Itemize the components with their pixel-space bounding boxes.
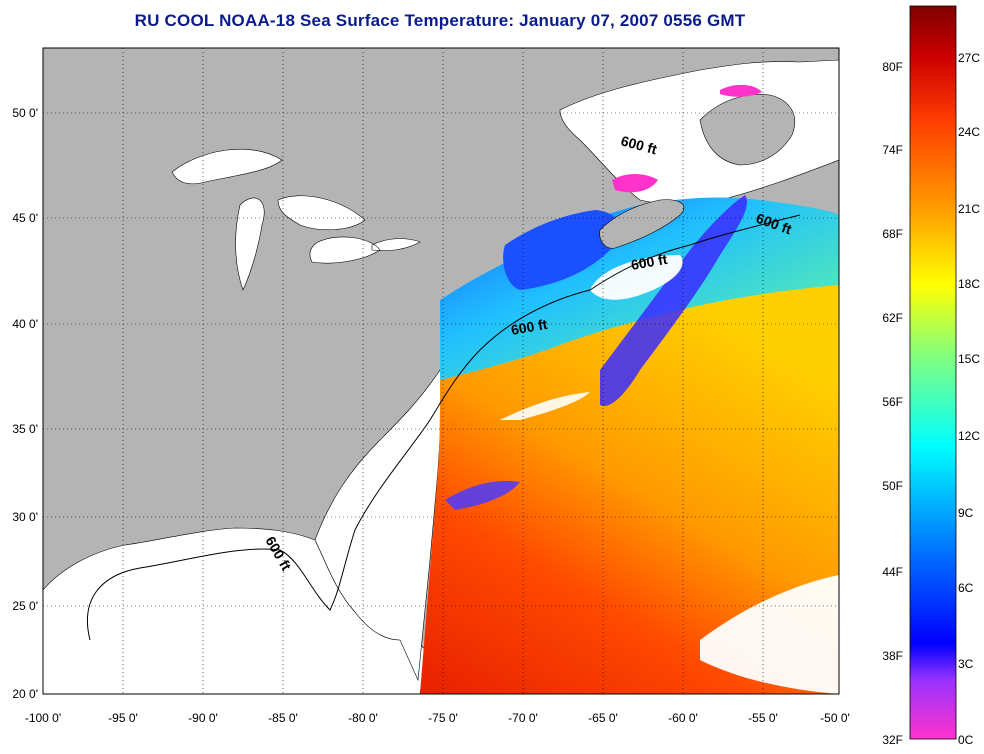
colorbar-c-label: 15C	[958, 352, 980, 366]
colorbar	[909, 5, 957, 740]
lat-tick-label: 30 0'	[12, 510, 38, 524]
lat-tick-label: 40 0'	[12, 317, 38, 331]
contour-label: 600 ft	[630, 251, 669, 273]
longitude-axis: -100 0' -95 0' -90 0' -85 0' -80 0' -75 …	[25, 711, 850, 725]
colorbar-c-label: 6C	[958, 581, 974, 595]
cloud-patch-southeast	[700, 575, 839, 694]
lon-tick-label: -50 0'	[820, 711, 850, 725]
great-lakes	[171, 149, 421, 291]
colorbar-c-label: 24C	[958, 125, 980, 139]
map-title: RU COOL NOAA-18 Sea Surface Temperature:…	[134, 11, 746, 30]
lat-tick-label: 25 0'	[12, 599, 38, 613]
lon-tick-label: -80 0'	[348, 711, 378, 725]
map-grid	[43, 48, 839, 694]
bathymetry-contour-600ft	[86, 214, 801, 641]
colorbar-f-label: 62F	[882, 311, 903, 325]
lon-tick-label: -70 0'	[508, 711, 538, 725]
colorbar-c-label: 0C	[958, 733, 974, 747]
magenta-coastal-spot	[720, 84, 762, 97]
colorbar-f-label: 44F	[882, 565, 903, 579]
lon-tick-label: -85 0'	[268, 711, 298, 725]
lon-tick-label: -75 0'	[428, 711, 458, 725]
lat-tick-label: 35 0'	[12, 422, 38, 436]
lon-tick-label: -55 0'	[748, 711, 778, 725]
lon-tick-label: -90 0'	[188, 711, 218, 725]
magenta-coastal-spot	[612, 174, 658, 193]
lon-tick-label: -95 0'	[108, 711, 138, 725]
colorbar-f-label: 74F	[882, 143, 903, 157]
colorbar-c-label: 3C	[958, 657, 974, 671]
gulf-of-maine-cold	[503, 210, 621, 290]
warm-sst-region	[420, 285, 839, 694]
lat-tick-label: 45 0'	[12, 211, 38, 225]
colorbar-c-label: 18C	[958, 277, 980, 291]
cloud-streak	[500, 392, 590, 420]
nova-scotia-land	[599, 199, 685, 249]
colorbar-c-label: 27C	[958, 51, 980, 65]
colorbar-f-label: 38F	[882, 649, 903, 663]
cold-eddy	[445, 480, 520, 510]
lon-tick-label: -65 0'	[588, 711, 618, 725]
lat-tick-label: 50 0'	[12, 106, 38, 120]
colorbar-c-label: 9C	[958, 506, 974, 520]
cloud-patch-north	[590, 255, 683, 300]
latitude-axis: 50 0' 45 0' 40 0' 35 0' 30 0' 25 0' 20 0…	[12, 106, 38, 701]
map-frame	[42, 47, 840, 695]
colorbar-c-label: 21C	[958, 202, 980, 216]
colorbar-celsius-labels: 27C 24C 21C 18C 15C 12C 9C 6C 3C 0C	[958, 51, 980, 747]
lon-tick-label: -60 0'	[668, 711, 698, 725]
colorbar-f-label: 50F	[882, 479, 903, 493]
colorbar-f-label: 68F	[882, 227, 903, 241]
cold-filament	[600, 195, 748, 406]
lon-tick-label: -100 0'	[25, 711, 61, 725]
colorbar-fahrenheit-labels: 80F 74F 68F 62F 56F 50F 44F 38F 32F	[882, 60, 903, 747]
lat-tick-label: 20 0'	[12, 687, 38, 701]
colorbar-c-label: 12C	[958, 429, 980, 443]
colorbar-f-label: 56F	[882, 395, 903, 409]
contour-label: 600 ft	[510, 316, 549, 338]
colorbar-f-label: 32F	[882, 733, 903, 747]
colorbar-f-label: 80F	[882, 60, 903, 74]
